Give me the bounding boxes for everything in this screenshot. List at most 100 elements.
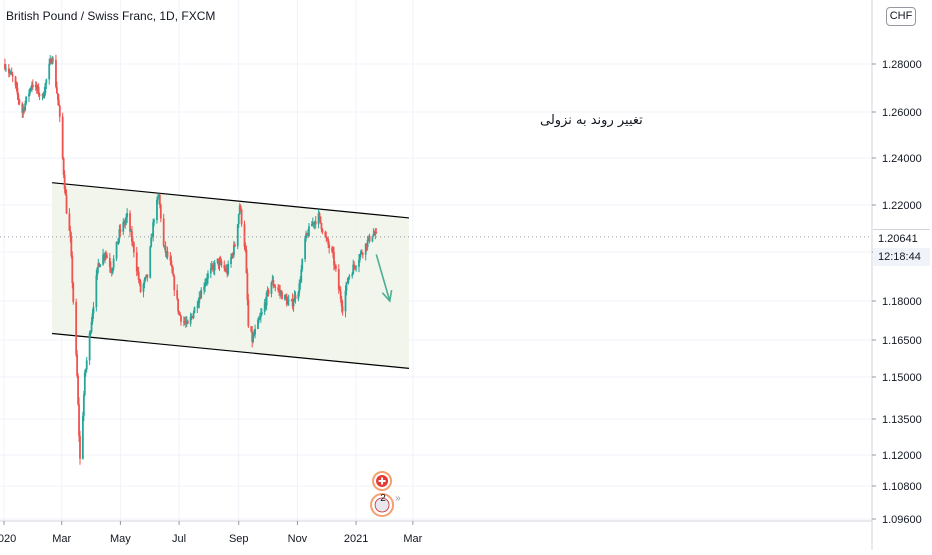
candle-body (305, 233, 307, 239)
candle-body (157, 197, 159, 200)
candle-body (189, 316, 192, 324)
candle-body (206, 278, 208, 281)
candle-body (124, 220, 127, 225)
candle-body (273, 285, 276, 287)
candle-body (149, 246, 152, 278)
x-tick-label: Mar (403, 533, 422, 545)
candle-body (170, 260, 173, 266)
candle-body (365, 243, 368, 248)
candle-body (212, 266, 215, 271)
candle-body (312, 222, 315, 225)
x-tick-label: 2021 (344, 533, 368, 545)
candle-body (179, 313, 181, 316)
candle-body (280, 292, 282, 294)
candle-body (79, 436, 81, 459)
candle-body (326, 238, 329, 240)
y-tick-label: 1.13500 (882, 414, 922, 426)
candle-body (258, 317, 261, 320)
candle-body (319, 216, 322, 223)
candle-body (254, 328, 256, 335)
candle-body (130, 231, 132, 233)
candle-body (37, 86, 40, 95)
y-tick-label: 1.22000 (882, 200, 922, 212)
candle-body (58, 105, 61, 117)
candle-body (91, 313, 94, 322)
candle-body (131, 231, 133, 242)
candle-body (82, 394, 85, 417)
candle-body (287, 300, 290, 302)
candle-body (352, 264, 355, 275)
bar-countdown-label: 12:18:44 (873, 248, 930, 266)
candle-body (151, 237, 154, 239)
candle-body (334, 265, 337, 269)
currency-badge[interactable]: CHF (886, 7, 916, 26)
channel-layer (52, 182, 410, 369)
candle-body (246, 272, 249, 300)
projection-arrow-head (381, 290, 393, 303)
candle-body (328, 244, 331, 249)
event-badge-chf[interactable] (372, 471, 393, 491)
candle-body (220, 261, 223, 266)
candle-body (18, 99, 21, 104)
y-tick-label: 1.15000 (882, 372, 922, 384)
candle-body (85, 360, 88, 370)
candle-body (95, 275, 98, 308)
candle-body (158, 194, 161, 205)
candle-body (11, 74, 14, 77)
annotation-text[interactable]: تغییر روند به نزولی (540, 113, 643, 128)
candle-body (9, 71, 12, 73)
event-count-label: 2 (380, 493, 386, 504)
candle-body (164, 245, 167, 253)
candle-body (331, 248, 333, 252)
candle-body (186, 320, 189, 324)
candle-body (332, 251, 334, 253)
candle-body (146, 274, 149, 278)
candle-body (251, 331, 254, 342)
candle-body (217, 258, 220, 266)
candle-body (135, 252, 138, 272)
candle-body (311, 222, 314, 225)
event-badge-gbp[interactable]: 2» (370, 493, 401, 517)
candle-body (308, 226, 310, 237)
candle-body (96, 267, 99, 276)
candle-body (56, 87, 58, 94)
candle-body (89, 331, 92, 333)
candle-body (353, 264, 356, 267)
candle-body (318, 213, 321, 217)
candle-body (324, 232, 327, 236)
candle-body (81, 416, 84, 459)
candle-body (153, 220, 155, 223)
badge-layer[interactable]: 2» (370, 471, 401, 517)
candle-body (351, 274, 354, 276)
channel-lower-line (52, 332, 410, 369)
candle-body (144, 277, 147, 280)
candle-body (257, 319, 259, 329)
candle-body (42, 93, 45, 98)
candle-body (227, 263, 230, 275)
candle-body (22, 108, 25, 113)
candle-body (250, 326, 253, 332)
candle-body (204, 283, 206, 288)
candle-body (21, 103, 24, 113)
candle-body (360, 251, 362, 255)
candle-body (99, 264, 102, 268)
candle-body (226, 268, 229, 275)
candle-body (184, 322, 187, 324)
candle-body (341, 306, 344, 312)
x-tick-label: Nov (288, 533, 308, 545)
candle-body (112, 258, 115, 268)
candle-body (271, 279, 274, 283)
candle-body (105, 254, 107, 256)
candle-body (52, 59, 54, 61)
candle-body (218, 260, 221, 266)
candle-body (104, 254, 106, 258)
candle-body (372, 234, 375, 237)
candle-body (102, 254, 104, 265)
candle-body (359, 254, 361, 260)
candle-body (24, 103, 27, 111)
y-tick-label: 1.16500 (882, 335, 922, 347)
candle-body (223, 265, 226, 269)
